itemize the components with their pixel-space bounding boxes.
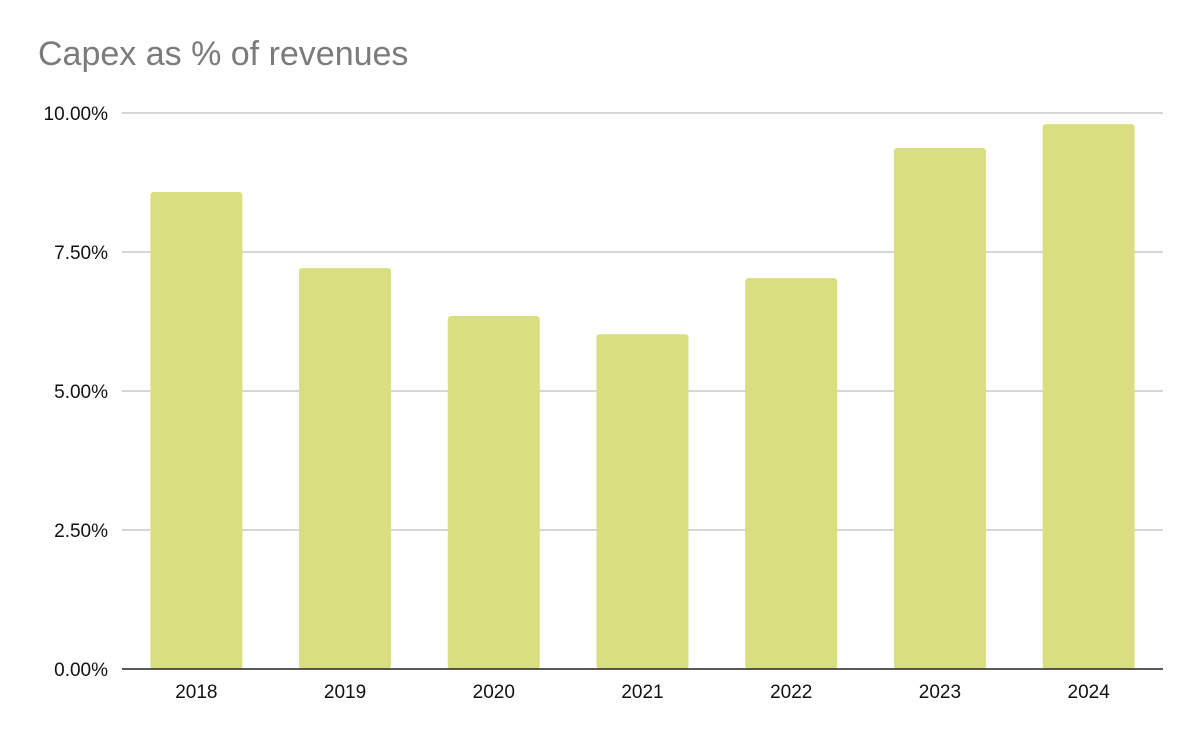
y-tick-label: 5.00% bbox=[54, 382, 108, 403]
y-tick-label: 10.00% bbox=[44, 104, 109, 125]
x-axis-ticks: 2018 2019 2020 2021 2022 2023 2024 bbox=[175, 682, 1110, 703]
bars bbox=[150, 124, 1135, 670]
y-tick-label: 0.00% bbox=[54, 660, 108, 681]
bar-2023 bbox=[893, 148, 986, 669]
bar-2018 bbox=[150, 191, 243, 669]
x-tick-label: 2023 bbox=[919, 682, 961, 703]
y-tick-label: 7.50% bbox=[54, 243, 108, 264]
bar-2019 bbox=[299, 268, 392, 669]
x-tick-label: 2024 bbox=[1068, 682, 1111, 703]
y-axis-ticks: 0.00% 2.50% 5.00% 7.50% 10.00% bbox=[44, 104, 109, 681]
bar-2022 bbox=[745, 278, 838, 669]
x-tick-label: 2019 bbox=[324, 682, 366, 703]
bar-2024 bbox=[1042, 124, 1135, 670]
x-tick-label: 2018 bbox=[175, 682, 217, 703]
bar-2020 bbox=[447, 315, 540, 669]
bar-2021 bbox=[596, 334, 689, 669]
chart-title: Capex as % of revenues bbox=[38, 35, 409, 73]
x-tick-label: 2020 bbox=[473, 682, 515, 703]
x-tick-label: 2021 bbox=[621, 682, 663, 703]
x-tick-label: 2022 bbox=[770, 682, 812, 703]
y-tick-label: 2.50% bbox=[54, 521, 108, 542]
